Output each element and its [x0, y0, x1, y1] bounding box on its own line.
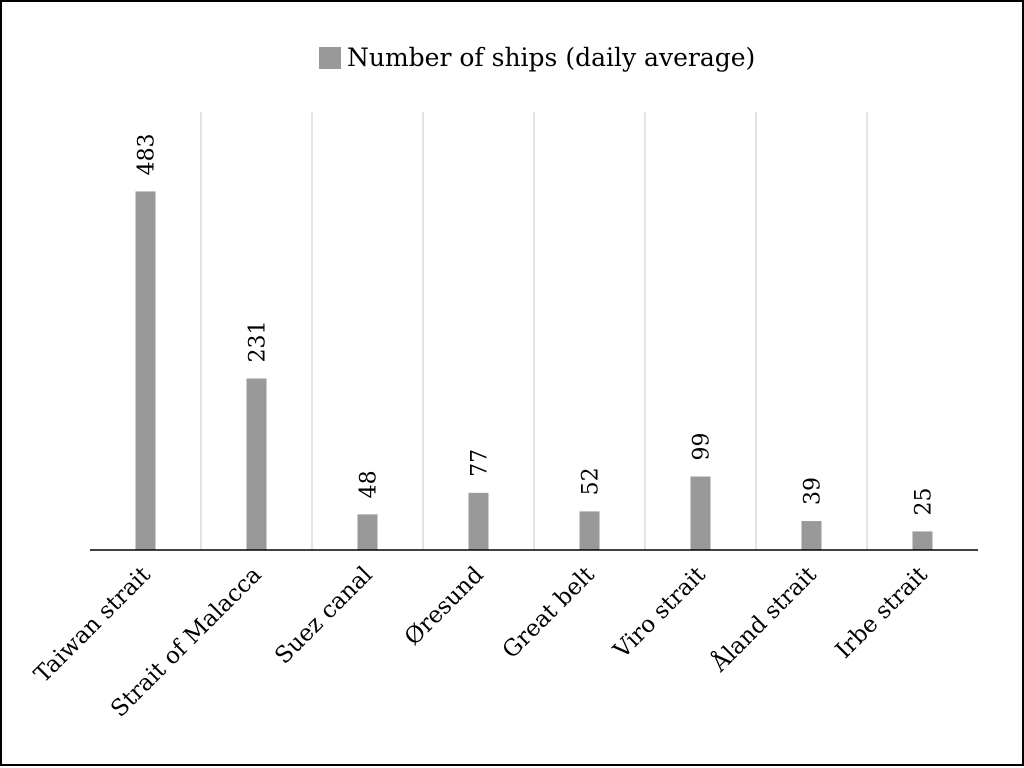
bar-8	[912, 531, 933, 550]
value-label-7: 39	[801, 477, 826, 505]
bar-2	[246, 378, 267, 550]
value-label-2: 231	[246, 321, 271, 363]
category-label-8: Irbe strait	[831, 561, 933, 663]
bar-3	[357, 514, 378, 550]
grid-lines	[200, 112, 868, 550]
value-labels: 483 231 48 77 52 99 39 25	[135, 133, 937, 515]
value-label-3: 48	[357, 470, 382, 498]
value-label-8: 25	[912, 487, 937, 515]
bars	[135, 191, 933, 550]
category-label-6: Viro strait	[608, 561, 711, 664]
bar-5	[579, 511, 600, 550]
value-label-6: 99	[690, 433, 715, 461]
legend: Number of ships (daily average)	[319, 43, 755, 72]
category-label-3: Suez canal	[270, 562, 378, 670]
bar-1	[135, 191, 156, 550]
bar-6	[690, 476, 711, 550]
legend-swatch	[319, 47, 341, 69]
value-label-1: 483	[135, 133, 160, 175]
bar-7	[801, 521, 822, 550]
category-label-1: Taiwan strait	[30, 561, 157, 688]
value-label-5: 52	[579, 467, 604, 495]
category-label-4: Øresund	[400, 562, 489, 651]
value-label-4: 77	[468, 449, 493, 477]
legend-label: Number of ships (daily average)	[347, 43, 755, 72]
category-label-7: Åland strait	[704, 560, 822, 678]
bar-4	[468, 492, 489, 550]
category-label-5: Great belt	[498, 561, 600, 663]
